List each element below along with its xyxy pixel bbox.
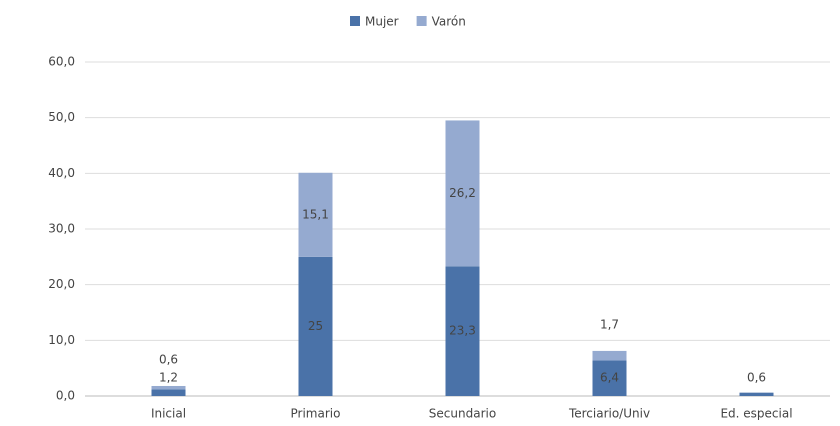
x-tick-label: Inicial: [151, 407, 186, 421]
y-tick-label: 50,0: [48, 110, 75, 124]
data-label: 23,3: [449, 324, 476, 338]
bar-segment: [592, 360, 627, 396]
bar-segment: [298, 256, 333, 396]
bar-segment: [739, 392, 774, 396]
y-tick-label: 30,0: [48, 222, 75, 236]
legend-swatch: [350, 16, 360, 26]
bar-segment: [298, 172, 333, 257]
x-tick-label: Ed. especial: [720, 407, 792, 421]
legend-label: Mujer: [365, 15, 399, 29]
data-label: 25: [308, 319, 323, 333]
bar-segment: [151, 389, 186, 396]
y-tick-label: 10,0: [48, 333, 75, 347]
bar-segment: [445, 266, 480, 396]
x-tick-label: Secundario: [429, 407, 496, 421]
bar-segment: [445, 120, 480, 267]
y-tick-label: 0,0: [56, 389, 75, 403]
legend-label: Varón: [432, 15, 466, 29]
y-tick-label: 60,0: [48, 55, 75, 69]
bar-segment: [592, 350, 627, 361]
data-label: 0,6: [747, 371, 766, 385]
data-label: 1,7: [600, 317, 619, 331]
y-tick-label: 20,0: [48, 277, 75, 291]
y-tick-label: 40,0: [48, 166, 75, 180]
bar-segment: [151, 385, 186, 390]
data-label: 6,4: [600, 371, 619, 385]
data-label: 15,1: [302, 207, 329, 221]
legend-swatch: [416, 16, 427, 26]
x-tick-label: Terciario/Univ: [568, 407, 650, 421]
data-label: 26,2: [449, 186, 476, 200]
x-tick-label: Primario: [291, 407, 341, 421]
data-label: 1,2: [159, 371, 178, 385]
data-label: 0,6: [159, 352, 178, 366]
